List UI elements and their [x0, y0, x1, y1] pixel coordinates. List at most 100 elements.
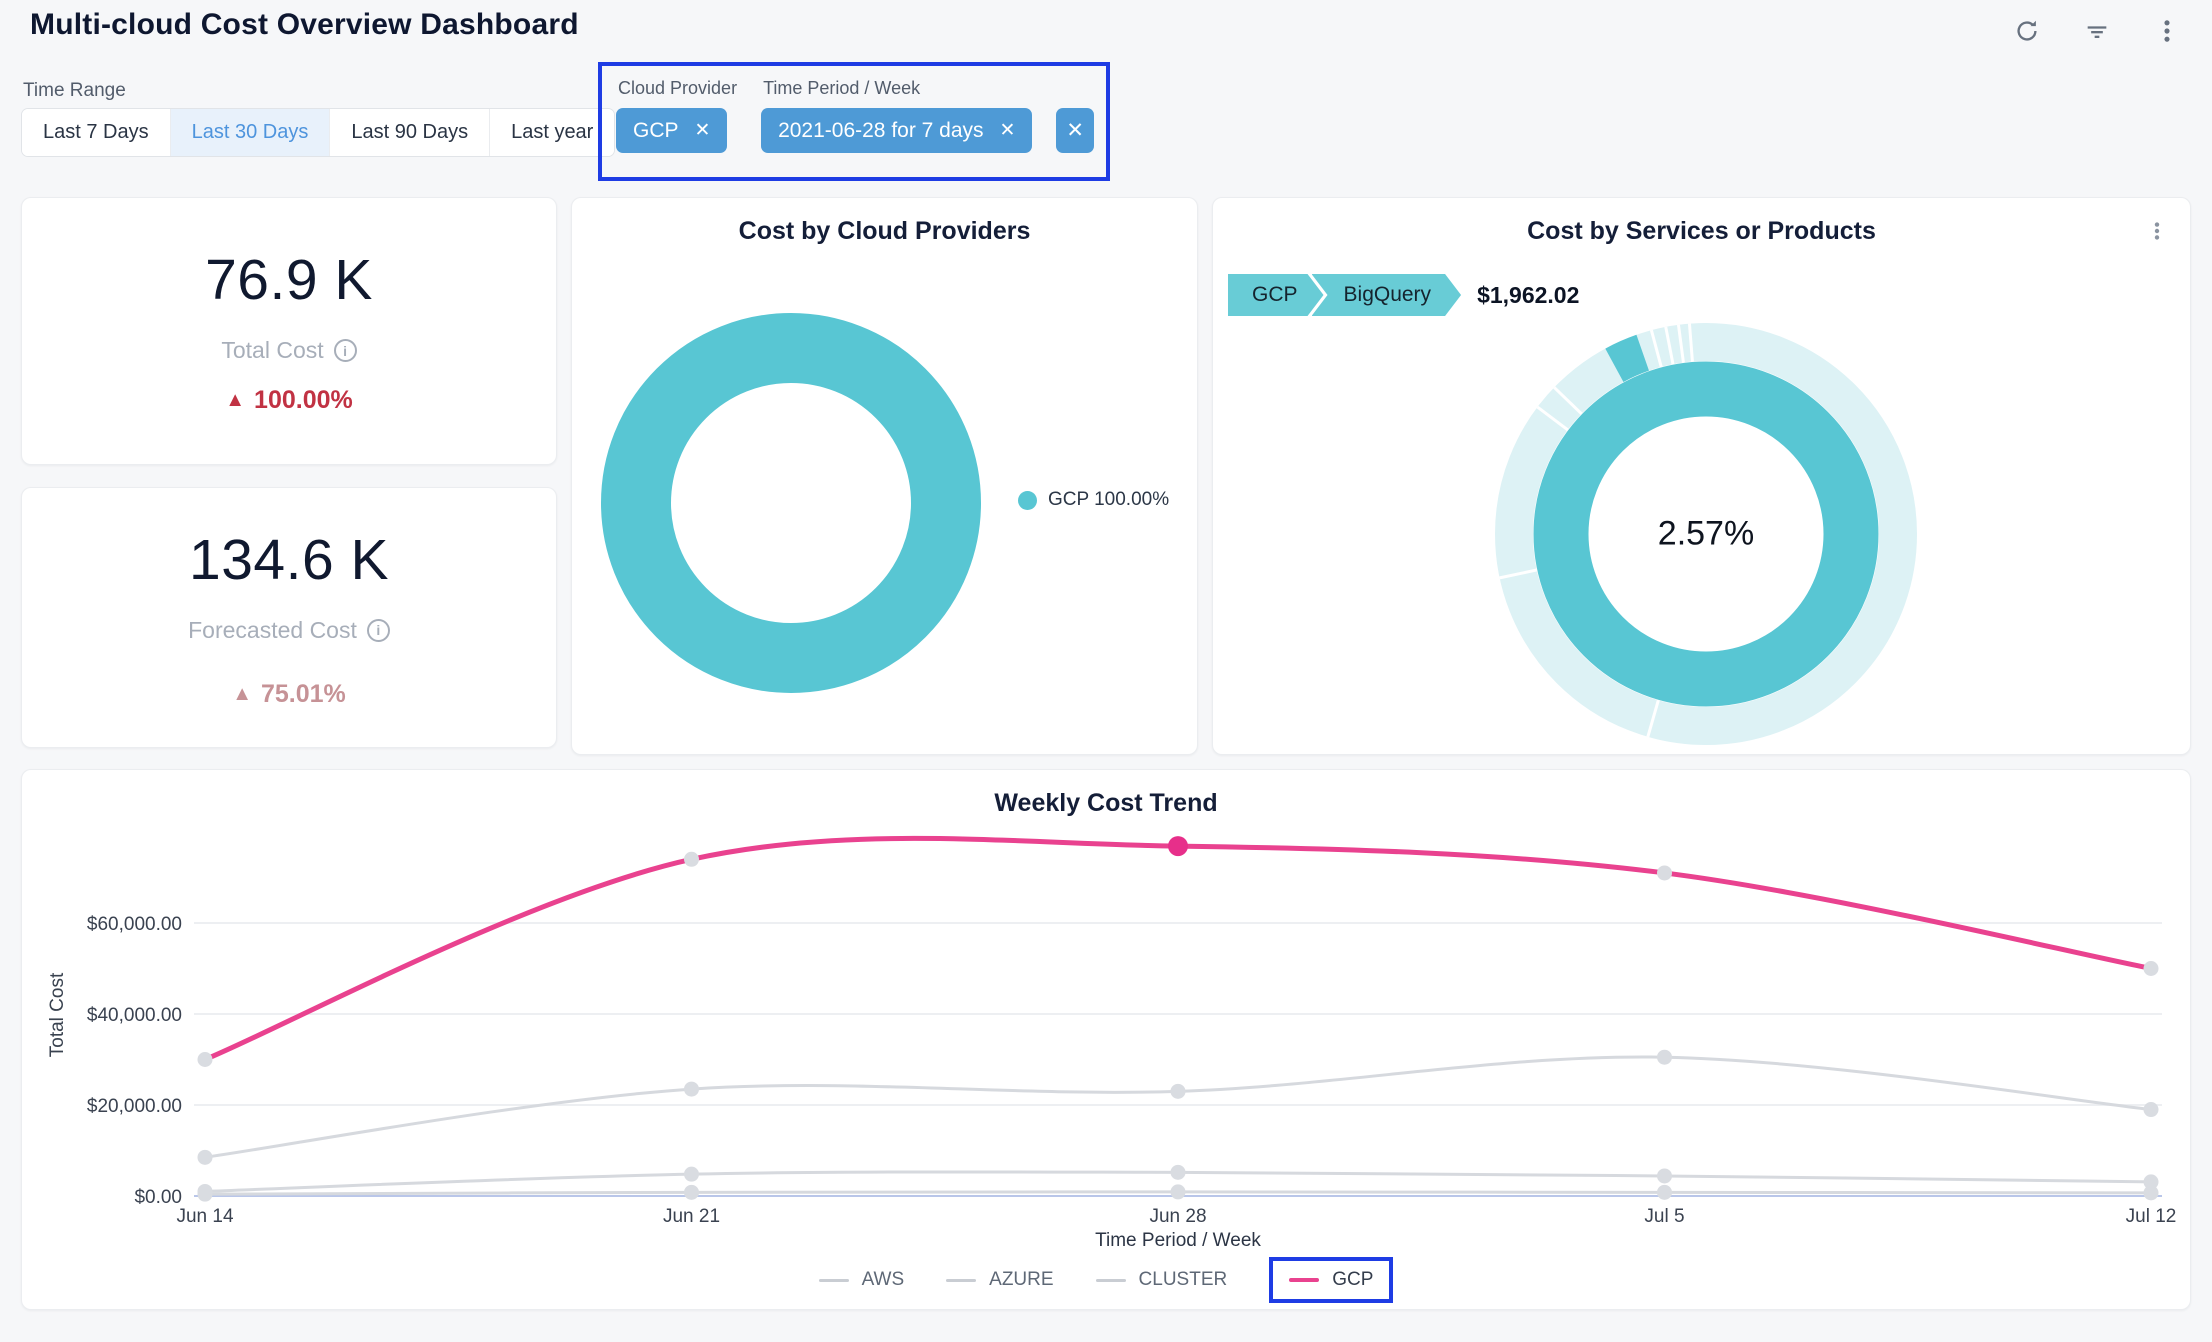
- applied-filter-cloud-provider: Cloud Provider GCP ✕: [616, 78, 737, 177]
- donut-center-percentage: 2.57%: [1657, 514, 1755, 553]
- chip-value: GCP: [633, 118, 679, 142]
- kpi-label: Total Cost: [221, 337, 324, 363]
- time-range-last-30-days[interactable]: Last 30 Days: [169, 109, 330, 156]
- applied-filter-label: Cloud Provider: [618, 78, 738, 98]
- page-title: Multi-cloud Cost Overview Dashboard: [30, 8, 579, 41]
- applied-filters-highlight-box: Cloud Provider GCP ✕ Time Period / Week …: [598, 62, 1110, 181]
- cloud-provider-chip[interactable]: GCP ✕: [616, 108, 728, 153]
- y-tick-label: $0.00: [134, 1187, 182, 1208]
- time-range-button-group: Last 7 Days Last 30 Days Last 90 Days La…: [21, 108, 616, 157]
- outer-ring-divider: [1649, 329, 1663, 368]
- legend-label: AWS: [861, 1269, 905, 1290]
- forecasted-cost-kpi-card: 134.6 K Forecasted Cost i ▲ 75.01%: [21, 487, 557, 748]
- legend-dot-gcp: [1018, 490, 1037, 510]
- weekly-cost-trend-card: Weekly Cost Trend Total Cost $60,000.00 $…: [21, 769, 2191, 1310]
- data-point-gcp-jun-14[interactable]: [197, 1052, 213, 1067]
- forecasted-cost-label-row: Forecasted Cost i: [188, 617, 390, 644]
- legend-line-swatch: [1095, 1278, 1126, 1282]
- breadcrumb-bigquery[interactable]: BigQuery: [1312, 274, 1462, 316]
- trend-legend: AWS AZURE CLUSTER GCP: [22, 1257, 2190, 1303]
- refresh-icon[interactable]: [2012, 16, 2042, 46]
- data-point-azure-jul-5[interactable]: [1657, 1049, 1672, 1065]
- providers-donut-legend[interactable]: GCP 100.00%: [1018, 489, 1169, 511]
- legend-line-swatch: [946, 1278, 977, 1282]
- chip-value: 2021-06-28 for 7 days: [778, 118, 984, 142]
- time-range-last-90-days[interactable]: Last 90 Days: [329, 109, 490, 156]
- legend-item-aws[interactable]: AWS: [818, 1269, 905, 1291]
- kebab-menu-icon[interactable]: [2152, 16, 2182, 46]
- legend-line-swatch: [1289, 1278, 1320, 1282]
- data-point-aws-jul-5[interactable]: [1657, 1184, 1672, 1200]
- provider-slice-gcp[interactable]: [601, 313, 981, 693]
- trend-plot-area: $60,000.00 $40,000.00 $20,000.00 $0.00 Jun 1…: [22, 770, 2190, 1309]
- applied-filter-time-period: Time Period / Week 2021-06-28 for 7 days…: [761, 78, 1033, 177]
- x-axis-title: Time Period / Week: [1095, 1230, 1261, 1251]
- time-range-last-year[interactable]: Last year: [489, 109, 615, 156]
- services-donut-chart: [1213, 198, 2190, 754]
- delta-up-icon: ▲: [225, 389, 246, 411]
- total-cost-delta: ▲ 100.00%: [225, 386, 353, 415]
- legend-item-cluster[interactable]: CLUSTER: [1095, 1269, 1228, 1291]
- data-point-cluster-jul-12[interactable]: [2143, 1174, 2159, 1190]
- data-point-azure-jul-12[interactable]: [2143, 1102, 2159, 1118]
- data-point-cluster-jun-14[interactable]: [197, 1183, 213, 1199]
- trend-line-gcp: [204, 835, 2152, 1062]
- delta-value: 100.00%: [254, 386, 353, 414]
- highlighted-data-point-gcp-jun-28[interactable]: [1168, 836, 1188, 857]
- forecasted-cost-delta: ▲ 75.01%: [232, 680, 346, 709]
- data-point-azure-jun-28[interactable]: [1170, 1083, 1186, 1099]
- breadcrumb-amount: $1,962.02: [1477, 281, 1580, 308]
- header-actions: [2012, 16, 2182, 46]
- trend-line-azure: [204, 1055, 2152, 1159]
- legend-label: AZURE: [989, 1269, 1054, 1290]
- y-tick-label: $20,000.00: [87, 1096, 182, 1117]
- cost-by-services-card: Cost by Services or Products GCP BigQuer…: [1212, 197, 2191, 755]
- total-cost-label-row: Total Cost i: [221, 337, 357, 364]
- data-point-azure-jun-14[interactable]: [197, 1149, 213, 1165]
- x-tick-label: Jul 5: [1644, 1206, 1684, 1227]
- filter-icon[interactable]: [2082, 16, 2112, 46]
- data-point-aws-jun-28[interactable]: [1170, 1184, 1186, 1200]
- y-tick-label: $40,000.00: [87, 1005, 182, 1026]
- time-range-last-7-days[interactable]: Last 7 Days: [22, 109, 170, 156]
- breadcrumb-gcp[interactable]: GCP: [1228, 274, 1324, 316]
- data-point-gcp-jul-5[interactable]: [1657, 865, 1672, 881]
- data-point-cluster-jun-21[interactable]: [684, 1166, 699, 1182]
- clear-all-filters-button[interactable]: ✕: [1056, 108, 1094, 153]
- data-point-cluster-jul-5[interactable]: [1657, 1168, 1672, 1184]
- legend-label: GCP 100.00%: [1048, 489, 1170, 510]
- data-point-aws-jun-21[interactable]: [684, 1184, 699, 1200]
- drilldown-breadcrumb: GCP BigQuery $1,962.02: [1228, 274, 1579, 316]
- outer-ring-divider: [1553, 386, 1583, 415]
- x-tick-label: Jul 12: [2126, 1206, 2177, 1227]
- data-point-aws-jul-12[interactable]: [2143, 1185, 2159, 1201]
- data-point-azure-jun-21[interactable]: [684, 1081, 699, 1097]
- services-outer-ring[interactable]: [1495, 323, 1917, 745]
- services-slice-bigquery[interactable]: [1605, 334, 1650, 383]
- time-period-chip[interactable]: 2021-06-28 for 7 days ✕: [761, 108, 1033, 153]
- chart-title: Weekly Cost Trend: [994, 789, 1218, 817]
- outer-ring-divider: [1687, 323, 1694, 362]
- legend-item-gcp[interactable]: GCP: [1289, 1269, 1373, 1291]
- info-icon[interactable]: i: [333, 339, 357, 362]
- info-icon[interactable]: i: [366, 618, 390, 642]
- remove-filter-icon[interactable]: ✕: [694, 120, 711, 141]
- legend-label: GCP: [1332, 1269, 1374, 1290]
- providers-donut-chart: [572, 198, 1197, 754]
- services-inner-ring-gcp[interactable]: [1533, 361, 1879, 707]
- x-tick-label: Jun 28: [1149, 1206, 1206, 1227]
- total-cost-value: 76.9 K: [205, 248, 373, 312]
- outer-ring-divider: [1664, 326, 1675, 365]
- data-point-gcp-jul-12[interactable]: [2143, 961, 2159, 976]
- outer-ring-divider: [1536, 405, 1569, 432]
- data-point-gcp-jun-21[interactable]: [684, 851, 699, 867]
- applied-filter-label: Time Period / Week: [763, 78, 921, 98]
- legend-label: CLUSTER: [1138, 1269, 1228, 1290]
- data-point-cluster-jun-28[interactable]: [1170, 1164, 1186, 1180]
- legend-item-azure[interactable]: AZURE: [946, 1269, 1054, 1291]
- chart-title: Cost by Services or Products: [1527, 217, 1876, 245]
- card-kebab-menu-icon[interactable]: [2144, 218, 2170, 244]
- remove-filter-icon[interactable]: ✕: [999, 120, 1016, 141]
- y-tick-label: $60,000.00: [87, 914, 182, 935]
